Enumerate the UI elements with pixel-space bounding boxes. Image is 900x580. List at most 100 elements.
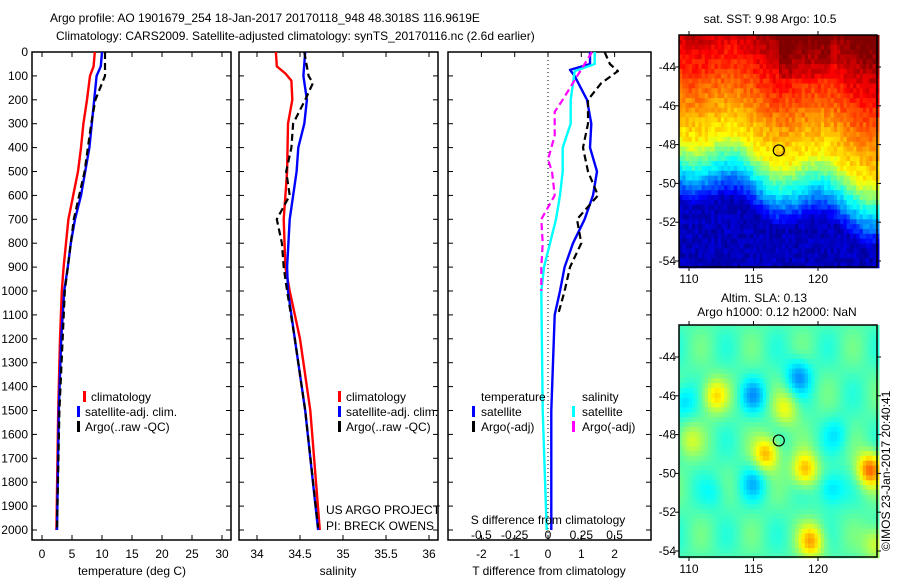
map-cell xyxy=(833,64,838,70)
map-cell xyxy=(843,141,848,148)
map-cell xyxy=(704,190,709,196)
map-cell xyxy=(785,185,790,191)
map-cell xyxy=(769,523,774,530)
map-cell xyxy=(724,538,728,544)
map-cell xyxy=(756,334,761,341)
map-cell xyxy=(853,238,857,245)
map-cell xyxy=(759,161,764,167)
map-cell xyxy=(808,44,812,51)
map-cell xyxy=(688,132,693,138)
map-cell xyxy=(866,224,870,230)
map-cell xyxy=(714,489,719,496)
map-cell xyxy=(685,358,690,365)
map-cell xyxy=(701,446,706,452)
map-cell xyxy=(750,39,754,46)
y-tick-label: 1100 xyxy=(2,308,28,322)
map-cell xyxy=(688,499,693,505)
map-cell xyxy=(743,451,748,457)
map-cell xyxy=(685,538,690,544)
map-cell xyxy=(843,258,848,264)
map-cell xyxy=(720,73,725,80)
map-cell xyxy=(691,88,696,94)
map-cell xyxy=(811,195,815,201)
map-cell xyxy=(701,436,706,442)
map-cell xyxy=(779,49,783,55)
map-cell xyxy=(785,533,790,539)
map-cell xyxy=(785,407,790,413)
map-cell xyxy=(849,136,854,143)
map-cell xyxy=(695,514,699,520)
map-cell xyxy=(775,243,780,249)
map-cell xyxy=(720,514,725,520)
map-cell xyxy=(766,209,770,215)
map-cell xyxy=(824,219,828,225)
map-cell xyxy=(714,426,719,433)
map-cell xyxy=(682,44,686,51)
map-cell xyxy=(679,422,683,428)
map-cell xyxy=(756,368,761,374)
map-cell xyxy=(772,460,777,467)
map-cell xyxy=(724,412,728,418)
map-cell xyxy=(769,49,774,55)
map-cell xyxy=(724,49,728,55)
map-cell xyxy=(827,107,832,114)
map-cell xyxy=(791,44,796,51)
map-cell xyxy=(740,68,745,75)
map-cell xyxy=(704,107,709,114)
map-cell xyxy=(724,363,728,370)
map-cell xyxy=(820,233,825,240)
map-cell xyxy=(679,262,683,269)
map-cell xyxy=(743,214,748,220)
map-cell xyxy=(743,329,748,336)
map-cell xyxy=(856,262,861,269)
map-cell xyxy=(750,528,754,535)
map-cell xyxy=(830,151,835,157)
map-cell xyxy=(804,64,809,70)
map-cell xyxy=(733,339,738,345)
map-cell xyxy=(701,523,706,530)
map-cell xyxy=(746,344,751,350)
map-cell xyxy=(740,417,745,423)
map-cell xyxy=(724,329,728,336)
map-cell xyxy=(840,132,845,138)
map-cell xyxy=(746,224,751,230)
map-cell xyxy=(733,407,738,413)
map-cell xyxy=(824,59,828,65)
map-cell xyxy=(746,39,751,46)
map-cell xyxy=(730,383,735,389)
map-cell xyxy=(711,494,716,501)
map-cell xyxy=(853,214,857,220)
map-cell xyxy=(766,151,770,157)
map-cell xyxy=(733,229,738,235)
map-cell xyxy=(766,122,770,128)
map-cell xyxy=(791,373,796,379)
map-cell xyxy=(872,170,877,177)
map-cell xyxy=(695,460,699,467)
map-cell xyxy=(772,49,777,55)
map-cell xyxy=(853,122,857,128)
map-cell xyxy=(714,122,719,128)
map-cell xyxy=(824,204,828,211)
map-cell xyxy=(775,363,780,370)
series-temperature-satellite xyxy=(550,52,599,530)
map-cell xyxy=(691,141,696,148)
map-cell xyxy=(843,88,848,94)
map-cell xyxy=(804,49,809,55)
map-cell xyxy=(830,185,835,191)
map-cell xyxy=(679,136,683,143)
map-cell xyxy=(691,98,696,104)
map-cell xyxy=(695,238,699,245)
map-cell xyxy=(691,325,696,331)
map-cell xyxy=(679,161,683,167)
map-cell xyxy=(691,209,696,215)
map-cell xyxy=(737,54,741,60)
map-cell xyxy=(759,475,764,481)
map-cell xyxy=(817,141,822,148)
map-cell xyxy=(720,422,725,428)
map-cell xyxy=(682,248,686,254)
map-cell xyxy=(688,528,693,535)
map-cell xyxy=(704,98,709,104)
map-cell xyxy=(698,339,703,345)
map-cell xyxy=(775,199,780,206)
map-cell xyxy=(762,455,767,462)
